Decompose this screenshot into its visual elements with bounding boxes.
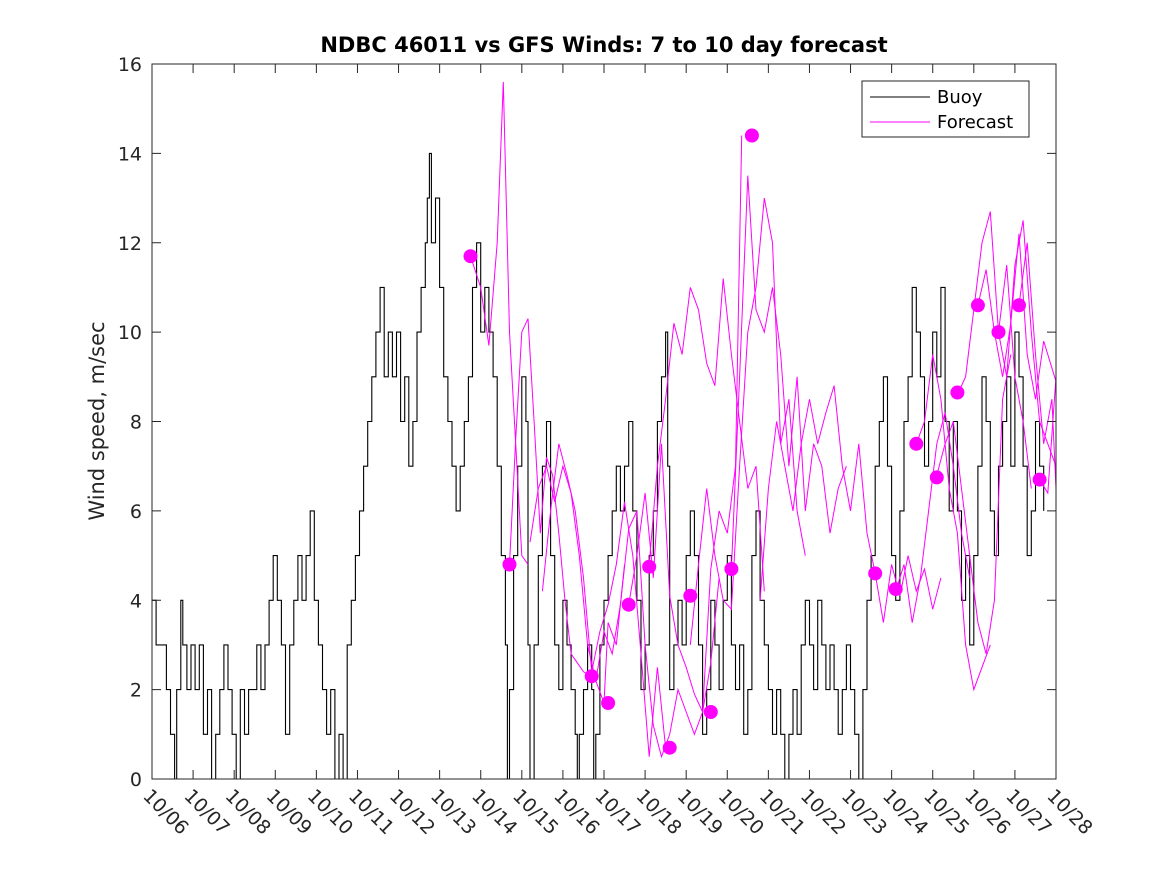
forecast-marker-14 (909, 436, 924, 451)
legend-forecast-label: Forecast (937, 112, 1013, 133)
ytick-label: 0 (130, 769, 142, 791)
forecast-marker-10 (724, 562, 739, 576)
forecast-run-15 (956, 211, 1032, 489)
forecast-marker-15 (929, 470, 944, 485)
forecast-run-2 (509, 318, 592, 677)
forecast-marker-20 (1032, 472, 1047, 487)
ytick-label: 16 (118, 54, 142, 76)
ytick-label: 8 (130, 412, 142, 434)
ytick-label: 14 (118, 143, 142, 165)
forecast-run-11 (874, 555, 942, 623)
forecast-marker-2 (502, 557, 517, 572)
forecast-run-10 (759, 385, 876, 601)
y-axis: 0 2 4 6 8 10 12 14 16 (118, 54, 1056, 791)
forecast-run-13 (915, 354, 991, 692)
forecast-run-6 (628, 135, 743, 713)
chart-title: NDBC 46011 vs GFS Winds: 7 to 10 day for… (320, 33, 887, 57)
forecast-run-7 (648, 278, 765, 592)
buoy-series (152, 152, 1045, 780)
plot-area (152, 64, 1056, 779)
forecast-marker-4 (601, 696, 616, 710)
forecast-marker-16 (950, 385, 965, 400)
ytick-label: 6 (130, 501, 142, 523)
forecast-marker-11 (744, 128, 759, 143)
forecast-marker-7 (662, 740, 677, 755)
ytick-label: 12 (118, 233, 142, 255)
forecast-run-3 (529, 464, 625, 704)
legend-buoy-label: Buoy (937, 87, 983, 108)
forecast-marker-1 (463, 249, 478, 264)
forecast-run-16 (977, 233, 1057, 400)
forecast-run-1 (470, 81, 529, 565)
forecast-marker-8 (683, 588, 698, 603)
forecast-run-8 (689, 198, 806, 645)
ytick-label: 4 (130, 590, 142, 612)
forecast-run-17 (998, 220, 1057, 467)
forecast-marker-17 (970, 298, 985, 313)
forecast-marker-3 (584, 669, 599, 684)
forecast-marker-6 (642, 559, 657, 574)
forecast-run-9 (730, 175, 847, 570)
forecast-marker-9 (703, 705, 718, 719)
forecast-run-5 (595, 510, 720, 759)
forecast-marker-18 (991, 325, 1006, 340)
forecast-run-14 (936, 354, 1012, 655)
forecast-run-4 (541, 443, 667, 757)
forecast-marker-5 (621, 597, 636, 612)
forecast-run-18 (1018, 242, 1057, 489)
forecast-series (470, 81, 1057, 759)
legend-box (861, 80, 1030, 138)
buoy-line (152, 152, 1045, 780)
ytick-label: 10 (118, 322, 142, 344)
forecast-markers (463, 128, 1047, 755)
forecast-marker-12 (868, 566, 883, 581)
forecast-marker-19 (1012, 298, 1026, 313)
ytick-label: 2 (130, 680, 142, 702)
y-axis-label: Wind speed, m/sec (85, 321, 109, 520)
legend: Buoy Forecast (861, 80, 1030, 138)
forecast-marker-13 (888, 582, 903, 597)
